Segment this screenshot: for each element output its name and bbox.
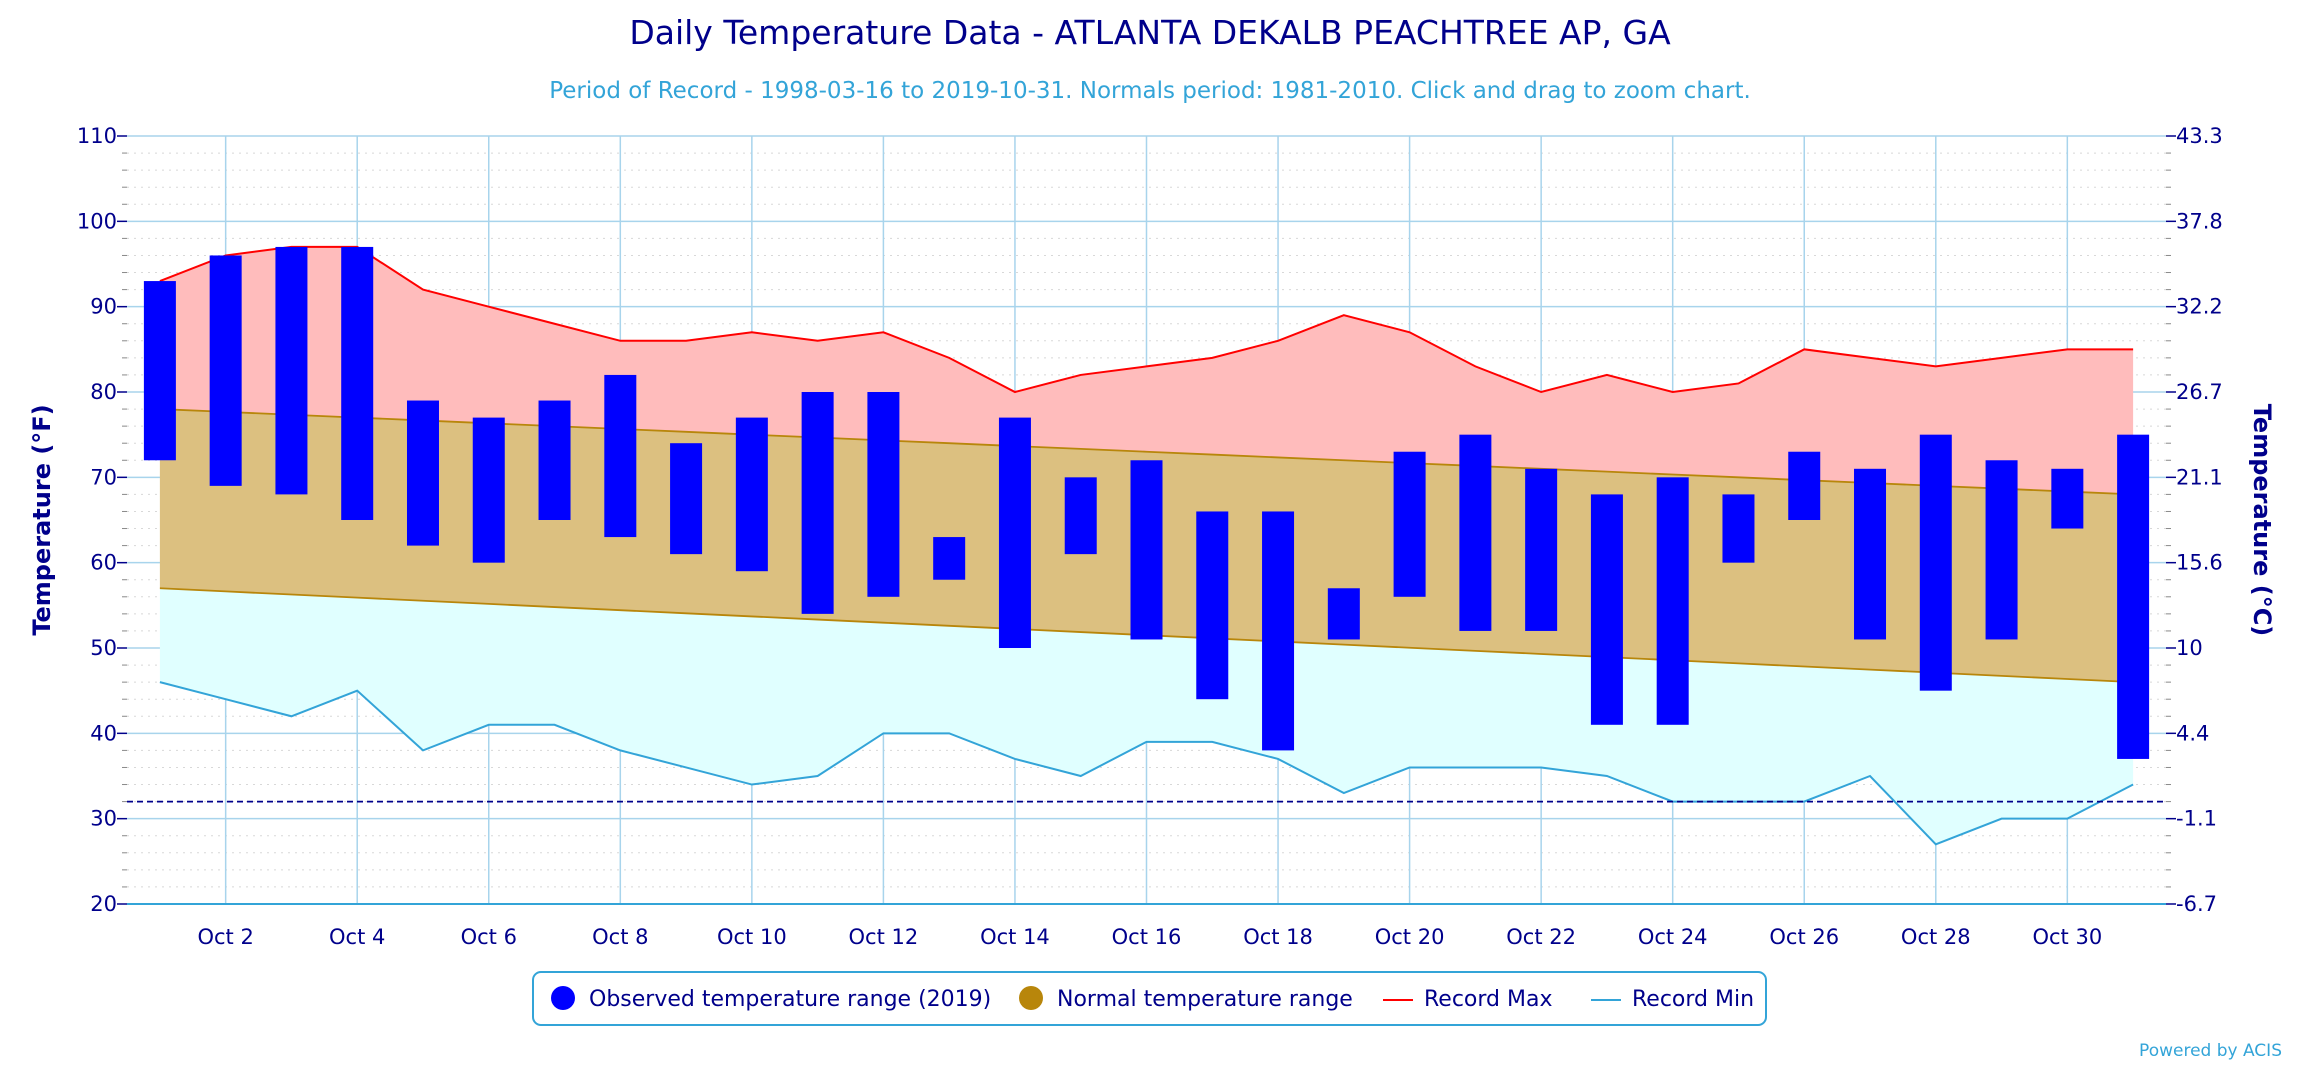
observed-bar-oct-24 [1656,477,1689,725]
legend-observed-marker [551,986,575,1010]
x-tick-label: Oct 20 [1375,925,1445,949]
x-tick-label: Oct 10 [717,925,787,949]
y-tick-label-left: 20 [90,892,117,916]
observed-bar-oct-3 [275,246,308,495]
record-max-line [159,245,2134,394]
x-tick-label: Oct 30 [2032,925,2102,949]
y-tick-label-right: 15.6 [2176,551,2223,575]
observed-bar-oct-27 [1854,468,1887,640]
y-tick-label-right: -1.1 [2176,807,2217,831]
y-tick-label-left: 60 [90,551,117,575]
legend-record-min-label: Record Min [1632,987,1754,1012]
x-tick-label: Oct 18 [1243,925,1313,949]
legend-normal-marker [1019,986,1043,1010]
record-min-line [159,681,2134,846]
observed-bar-oct-16 [1130,460,1163,640]
y-tick-label-left: 80 [90,380,117,404]
legend-item-normal[interactable]: Normal temperature range [1019,986,1353,1012]
observed-bar-oct-15 [1064,477,1097,555]
observed-bar-oct-8 [604,374,637,538]
chart-title: Daily Temperature Data - ATLANTA DEKALB … [629,13,1671,52]
y-tick-label-right: 43.3 [2176,124,2223,148]
y-tick-label-right: -6.7 [2176,892,2217,916]
observed-bar-oct-7 [538,400,571,520]
x-tick-label: Oct 12 [849,925,919,949]
legend-item-observed[interactable]: Observed temperature range (2019) [551,986,991,1012]
x-tick-label: Oct 2 [197,925,253,949]
y-tick-label-right: 37.8 [2176,209,2223,233]
y-tick-label-right: 21.1 [2176,465,2223,489]
x-tick-label: Oct 28 [1901,925,1971,949]
observed-bar-oct-5 [406,400,439,546]
observed-bar-oct-2 [209,255,242,486]
x-tick-label: Oct 22 [1506,925,1576,949]
observed-bar-oct-9 [670,443,703,555]
chart-subtitle: Period of Record - 1998-03-16 to 2019-10… [549,78,1751,104]
y-tick-label-left: 110 [77,124,117,148]
observed-bar-oct-12 [867,392,900,597]
x-tick-label: Oct 14 [980,925,1050,949]
y-tick-label-right: 10 [2176,636,2203,660]
y-tick-label-left: 90 [90,295,117,319]
x-tick-label: Oct 16 [1112,925,1182,949]
y-axis-title-right: Temperature (°C) [2248,404,2276,637]
observed-bar-oct-19 [1327,588,1360,640]
observed-bar-oct-14 [998,417,1031,648]
observed-bar-oct-25 [1722,494,1755,563]
legend-normal-label: Normal temperature range [1057,987,1353,1012]
observed-bar-oct-28 [1919,434,1952,691]
observed-bar-oct-4 [341,246,374,520]
observed-bar-oct-13 [933,537,966,580]
y-tick-label-left: 100 [77,209,117,233]
observed-bar-oct-26 [1788,451,1821,520]
observed-bar-oct-21 [1459,434,1492,631]
observed-bar-oct-22 [1525,468,1558,631]
x-tick-label: Oct 4 [329,925,385,949]
y-axis-title-left: Temperature (°F) [28,404,56,635]
legend-box [532,971,1767,1026]
y-tick-label-right: 4.4 [2176,721,2209,745]
observed-bar-oct-30 [2051,468,2084,529]
powered-by-credit[interactable]: Powered by ACIS [2139,1041,2282,1061]
y-tick-label-left: 70 [90,465,117,489]
legend-item-record-min[interactable]: Record Min [1591,987,1754,1012]
record-max-area [159,246,2134,495]
observed-bar-oct-1 [143,281,176,461]
x-tick-label: Oct 6 [461,925,517,949]
chart-legend[interactable]: Observed temperature range (2019) Normal… [532,971,1767,1026]
legend-item-record-max[interactable]: Record Max [1383,987,1553,1012]
record-min-area [159,588,2134,845]
observed-bar-oct-31 [2117,434,2150,759]
legend-record-max-label: Record Max [1424,987,1553,1012]
observed-bar-oct-18 [1262,511,1295,751]
y-tick-label-left: 30 [90,807,117,831]
y-tick-label-left: 40 [90,721,117,745]
legend-observed-label: Observed temperature range (2019) [589,987,991,1012]
y-tick-label-left: 50 [90,636,117,660]
axes: 20 30 40 50 60 70 80 90 100 110 -6.7 -1.1 4.4 10 15.6 2… [77,124,2223,949]
observed-bar-oct-23 [1590,494,1623,725]
observed-bar-oct-17 [1196,511,1229,700]
y-tick-label-right: 32.2 [2176,295,2223,319]
observed-bar-oct-11 [801,392,834,614]
observed-bar-oct-20 [1393,451,1426,597]
x-tick-label: Oct 26 [1769,925,1839,949]
observed-bar-oct-6 [472,417,505,563]
x-tick-label: Oct 8 [592,925,648,949]
x-tick-label: Oct 24 [1638,925,1708,949]
observed-bar-oct-10 [735,417,768,572]
observed-bar-oct-29 [1985,460,2018,640]
chart-marks [127,245,2166,846]
y-tick-label-right: 26.7 [2176,380,2223,404]
